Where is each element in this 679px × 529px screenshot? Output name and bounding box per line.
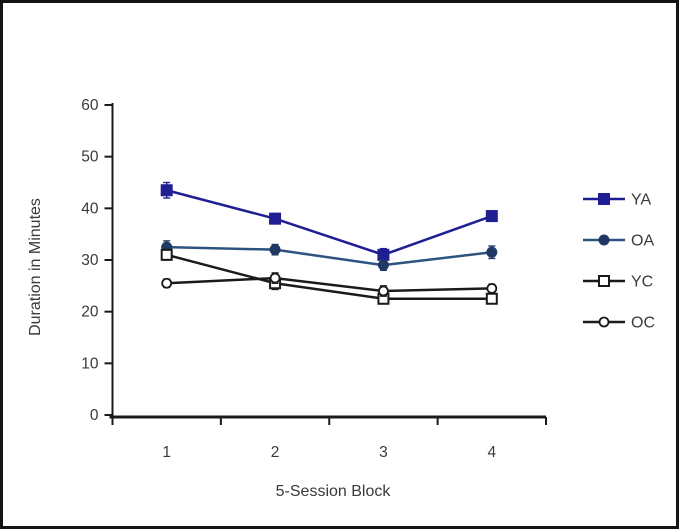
- series-marker-circle-open-icon: [598, 316, 610, 328]
- x-tick-label: 2: [271, 444, 280, 461]
- x-tick-label: 4: [488, 444, 497, 461]
- y-tick-label: 20: [81, 304, 99, 321]
- series-marker-square-filled-icon: [160, 184, 173, 197]
- y-tick-label: 50: [81, 149, 99, 166]
- series-marker-square-filled-icon: [269, 212, 282, 225]
- y-tick-label: 40: [81, 200, 99, 217]
- y-tick-label: 30: [81, 252, 99, 269]
- y-axis-title: Duration in Minutes: [27, 198, 44, 336]
- y-tick-label: 10: [81, 355, 99, 372]
- legend-label-YA: YA: [631, 192, 651, 209]
- x-tick-label: 3: [379, 444, 388, 461]
- series-marker-square-open-icon: [160, 248, 173, 261]
- y-tick-label: 60: [81, 97, 99, 114]
- series-marker-square-open-icon: [485, 292, 498, 305]
- legend-label-OA: OA: [631, 233, 654, 250]
- series-marker-circle-filled-icon: [377, 259, 389, 271]
- legend-label-YC: YC: [631, 274, 653, 291]
- legend-label-OC: OC: [631, 315, 655, 332]
- series-marker-square-filled-icon: [377, 248, 390, 261]
- chart-canvas: 0 10 20 30 40 50 60 1 2 3 4 YA OA YC OC: [81, 97, 655, 461]
- x-axis-title: 5-Session Block: [275, 483, 391, 500]
- series-marker-circle-open-icon: [486, 283, 498, 294]
- y-tick-label: 0: [90, 407, 99, 424]
- series-marker-square-open-icon: [598, 275, 610, 287]
- series-line-OA: [166, 245, 492, 267]
- series-line-OC: [166, 276, 492, 293]
- series-marker-square-filled-icon: [598, 193, 610, 205]
- series-marker-circle-filled-icon: [486, 246, 498, 258]
- series-marker-circle-filled-icon: [598, 234, 610, 246]
- series-marker-square-filled-icon: [485, 210, 498, 223]
- series-marker-circle-filled-icon: [269, 244, 281, 256]
- series-marker-circle-open-icon: [378, 285, 389, 297]
- x-tick-label: 1: [162, 444, 171, 461]
- series-marker-circle-open-icon: [269, 272, 281, 284]
- series-marker-circle-open-icon: [161, 277, 173, 289]
- series-line-YC: [166, 253, 492, 300]
- series-line-YA: [166, 189, 493, 257]
